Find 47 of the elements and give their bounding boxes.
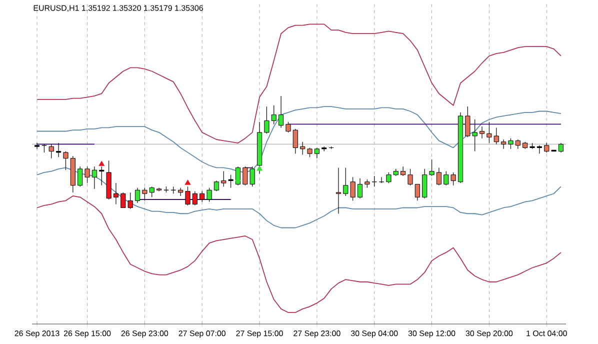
candlestick <box>134 187 140 204</box>
candlestick <box>278 96 284 128</box>
candlestick <box>214 180 220 192</box>
candlestick <box>386 172 392 184</box>
candlestick <box>34 142 40 150</box>
candlestick <box>206 187 212 202</box>
candlestick <box>357 178 363 199</box>
candlestick <box>92 166 97 190</box>
candlestick <box>544 142 550 153</box>
candlestick <box>264 106 270 134</box>
candlestick <box>400 166 406 176</box>
point <box>98 160 105 166</box>
candlestick <box>479 126 485 139</box>
candlestick <box>192 190 198 206</box>
candlestick <box>178 187 184 196</box>
candlestick <box>486 122 492 144</box>
candlestick <box>422 168 428 199</box>
candlestick <box>414 184 420 201</box>
candlestick <box>113 182 119 205</box>
candlestick <box>508 138 514 150</box>
point <box>184 180 191 185</box>
candlestick <box>156 187 162 192</box>
candlestick <box>48 144 54 159</box>
candlestick <box>429 159 434 176</box>
candlestick <box>200 190 205 202</box>
candlestick <box>408 168 413 186</box>
candlestick <box>84 166 90 184</box>
candlestick <box>378 176 384 184</box>
candlestick <box>314 147 320 159</box>
candlestick <box>63 150 68 170</box>
candlestick <box>558 142 564 153</box>
point <box>256 166 262 171</box>
candlestick <box>372 176 377 187</box>
candlestick <box>56 142 62 158</box>
candlestick <box>536 145 542 154</box>
candlestick <box>271 105 276 124</box>
candlestick <box>336 167 342 214</box>
candlestick <box>300 142 306 156</box>
candlestick <box>292 128 298 154</box>
candlestick <box>515 139 520 150</box>
candlestick <box>78 166 83 187</box>
candlestick <box>436 167 442 186</box>
candlestick <box>99 166 104 186</box>
candlestick <box>307 147 312 158</box>
candlestick <box>494 127 499 144</box>
candlestick <box>501 139 506 150</box>
candlestick <box>286 122 291 133</box>
